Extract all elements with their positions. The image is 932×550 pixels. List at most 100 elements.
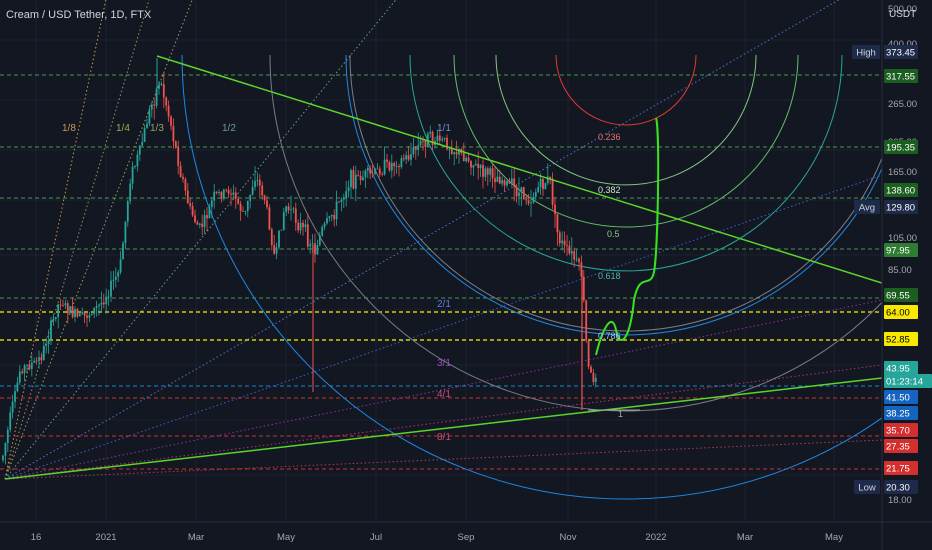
candle-body [107, 296, 110, 298]
candle-body [314, 243, 316, 255]
candle-body [134, 166, 136, 168]
symbol-title[interactable]: Cream / USD Tether, 1D, FTX [6, 9, 152, 21]
fib-arc [453, 54, 799, 228]
candle-body [443, 137, 446, 140]
candle-body [78, 313, 81, 317]
candle-body [33, 360, 36, 363]
candle-body [316, 245, 319, 255]
price-badge: 38.25 [884, 406, 918, 420]
candle-body [90, 313, 93, 316]
price-badge-box [884, 361, 918, 375]
time-axis-label: Nov [560, 532, 577, 543]
candle-body [357, 174, 360, 176]
price-badge: 21.75 [884, 461, 918, 475]
candle-body [419, 140, 422, 145]
candle-body [383, 159, 386, 175]
candle-body [203, 215, 206, 227]
candle-body [371, 173, 374, 175]
price-badge: 64.00 [884, 305, 918, 319]
price-badge-value: 195.35 [886, 143, 915, 154]
fib-arc-label: 1 [618, 409, 623, 419]
candle-body [326, 218, 328, 224]
candle-body [95, 306, 98, 308]
price-badge-value: 27.35 [886, 442, 910, 453]
candle-body [575, 258, 578, 260]
candle-body [388, 161, 391, 171]
price-badge: Low 20.30 [854, 480, 918, 494]
fib-arc-label: 0.786 [598, 331, 621, 341]
candle-body [354, 174, 357, 189]
candle-body [129, 183, 132, 202]
candle-body [489, 168, 492, 175]
candle-body [208, 206, 211, 219]
candle-body [340, 199, 343, 202]
candle-body [278, 230, 280, 248]
candle-body [515, 186, 518, 197]
candle-body [494, 178, 496, 182]
candle-body [287, 206, 290, 211]
candle-body [532, 196, 535, 203]
gann-fan-line [4, 299, 882, 480]
price-badge: 317.55 [884, 69, 918, 83]
time-axis-label: Mar [737, 532, 753, 543]
candle-body [407, 155, 410, 160]
candle-body [249, 194, 252, 201]
candle-body [482, 164, 484, 177]
candle-body [477, 163, 480, 169]
candle-body [81, 312, 84, 314]
trendline-lower [4, 377, 882, 480]
candle-body [162, 84, 165, 98]
fib-arc [269, 54, 882, 412]
price-badge-box [884, 243, 918, 257]
candle-body [364, 170, 367, 178]
price-badge: 35.70 [884, 423, 918, 437]
candle-body [239, 203, 242, 211]
candle-body [422, 140, 424, 142]
candle-body [263, 195, 266, 201]
price-badge-value: 64.00 [886, 308, 910, 319]
candle-body [424, 140, 427, 148]
candle-body [158, 84, 160, 89]
candle-body [45, 344, 48, 347]
price-badge-box [884, 480, 918, 494]
candle-body [270, 229, 273, 246]
price-badge: 41.50 [884, 390, 918, 404]
candle-body [453, 152, 456, 154]
price-badge-value: 21.75 [886, 464, 910, 475]
candle-body [256, 179, 259, 181]
candle-body [86, 315, 88, 318]
candle-body [590, 366, 592, 373]
gann-fan-label: 1/3 [150, 123, 164, 134]
candle-body [578, 258, 580, 263]
price-badge-box [884, 140, 918, 154]
candle-body [458, 148, 460, 155]
price-badge-tag [854, 200, 880, 214]
candle-body [153, 104, 156, 106]
candle-body [436, 135, 439, 142]
candle-body [114, 276, 117, 280]
candle-body [42, 346, 45, 360]
price-badge-value: 41.50 [886, 393, 910, 404]
candle-body [369, 167, 372, 174]
candle-body [98, 304, 100, 307]
price-badge: 195.35 [884, 140, 918, 154]
price-badge-tag-label: High [856, 48, 876, 59]
fib-arc-label: 0.5 [607, 229, 620, 239]
candle-body [28, 364, 31, 369]
price-badge: 52.85 [884, 332, 918, 346]
candle-body [220, 192, 223, 199]
candle-body [165, 97, 168, 106]
gann-fan-label: 1/4 [116, 123, 130, 134]
gann-fan-label: 1/8 [62, 123, 76, 134]
candle-body [405, 155, 408, 160]
candle-body [215, 191, 218, 193]
candle-body [170, 116, 172, 126]
fib-arc [345, 54, 882, 336]
candle-body [446, 137, 448, 150]
candle-body [40, 357, 43, 360]
candle-body [88, 315, 91, 318]
gann-fan-label: 1/1 [437, 123, 451, 134]
price-badge-box [884, 390, 918, 404]
candle-body [230, 193, 232, 195]
